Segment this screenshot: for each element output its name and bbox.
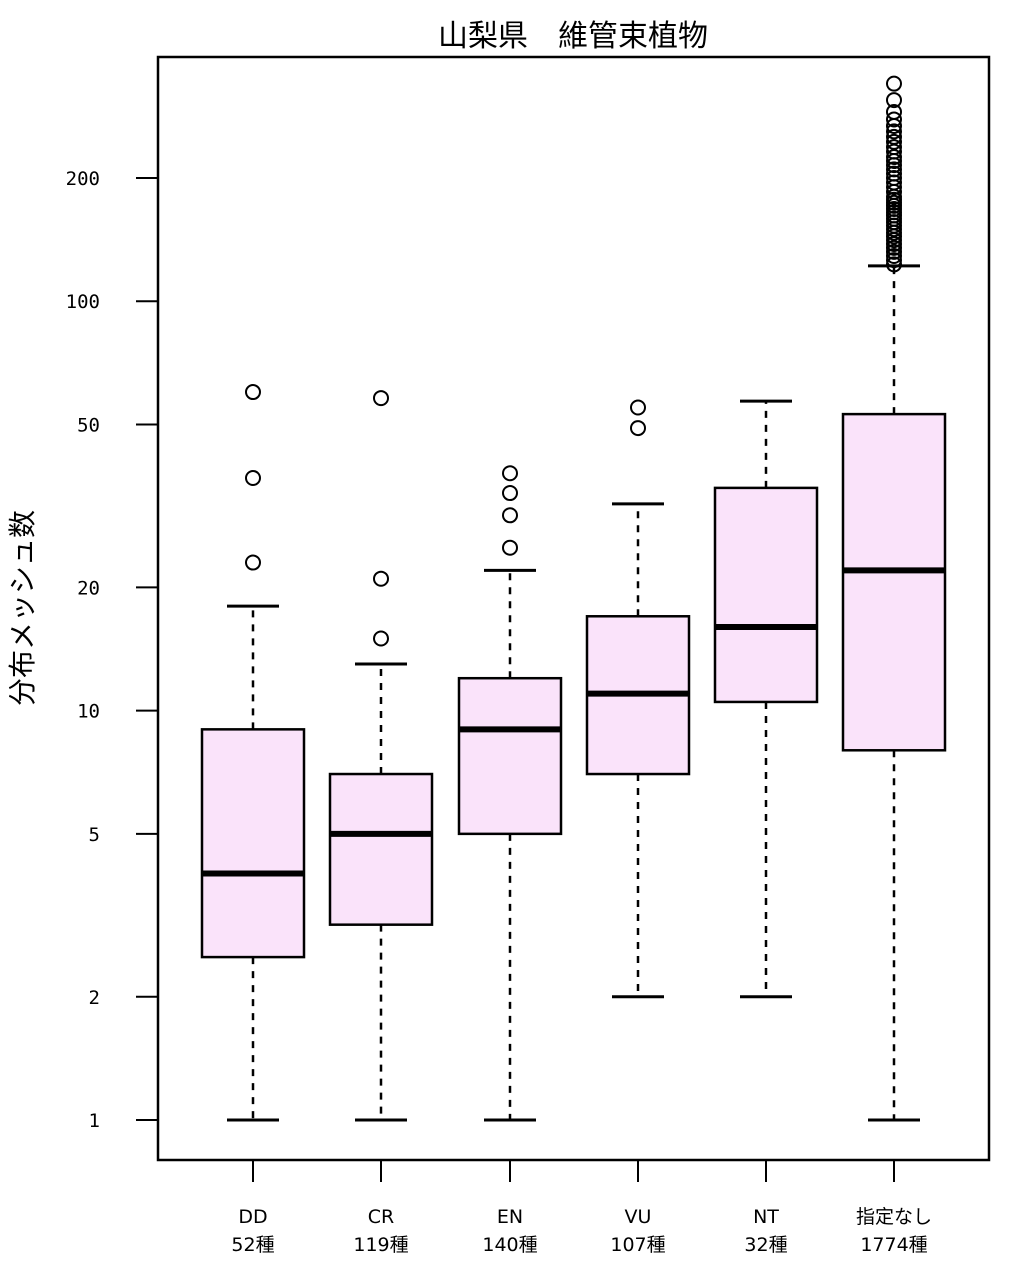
outlier-point [886,161,902,178]
outlier-point [886,123,902,140]
outlier-point [886,252,902,269]
outlier-point [502,485,518,502]
outlier-point [886,247,902,264]
y-tick-label: 200 [66,168,100,190]
outlier-point [886,128,902,145]
y-tick-label: 2 [89,987,100,1009]
outlier-point [886,103,902,120]
box-group-4 [713,399,819,999]
outlier-point [886,239,902,256]
chart-title: 山梨県 維管束植物 [438,19,708,54]
y-tick-label: 50 [77,414,100,436]
outlier-point [886,149,902,166]
outlier-point [502,539,518,556]
x-category-count: 52種 [231,1234,274,1256]
y-axis-label: 分布メッシュ数 [6,510,39,706]
iqr-box [328,772,434,926]
x-category-count: 119種 [353,1234,408,1256]
iqr-box [457,676,563,836]
iqr-box [713,486,819,704]
boxes-layer [200,75,947,1122]
box-group-5 [841,75,947,1122]
y-tick-label: 1 [89,1110,100,1132]
outlier-point [886,170,902,186]
box-group-1 [328,390,434,1122]
outlier-point [373,570,389,587]
box-group-0 [200,384,306,1122]
outlier-point [373,630,389,647]
outlier-point [245,470,261,487]
y-axis: 1 2 5 10 20 50 100 200 [66,168,158,1132]
outlier-point [245,384,261,401]
box-group-3 [585,399,691,999]
outlier-point [373,390,389,407]
x-axis: DD 52種 CR 119種 EN 140種 VU 107種 NT 32種 指定なし 1774種 [231,1160,932,1256]
outlier-point [886,165,902,182]
outlier-point [886,243,902,260]
outlier-point [886,256,902,273]
x-category-label: NT [753,1206,779,1228]
outlier-point [886,111,902,128]
plot-frame [156,55,991,1162]
x-category-count: 107種 [610,1234,665,1256]
iqr-box [200,728,306,959]
outlier-point [886,139,902,156]
x-category-count: 1774種 [860,1234,927,1256]
y-tick-label: 20 [77,577,100,599]
outlier-point [502,465,518,482]
x-category-label: DD [238,1206,267,1228]
y-tick-label: 5 [89,824,100,846]
outlier-point [245,554,261,571]
y-tick-label: 10 [77,701,100,723]
x-category-label: EN [497,1206,523,1228]
x-category-count: 140種 [482,1234,537,1256]
x-category-label: 指定なし [856,1206,932,1228]
x-category-label: CR [368,1206,394,1228]
iqr-box [841,412,947,752]
box-group-2 [457,465,563,1122]
x-category-count: 32種 [744,1234,787,1256]
outlier-point [630,399,646,416]
outlier-point [886,133,902,150]
x-category-label: VU [625,1206,652,1228]
outlier-point [886,75,902,92]
y-tick-label: 100 [66,291,100,313]
outlier-point [886,92,902,109]
outlier-point [502,507,518,524]
outlier-point [630,420,646,437]
